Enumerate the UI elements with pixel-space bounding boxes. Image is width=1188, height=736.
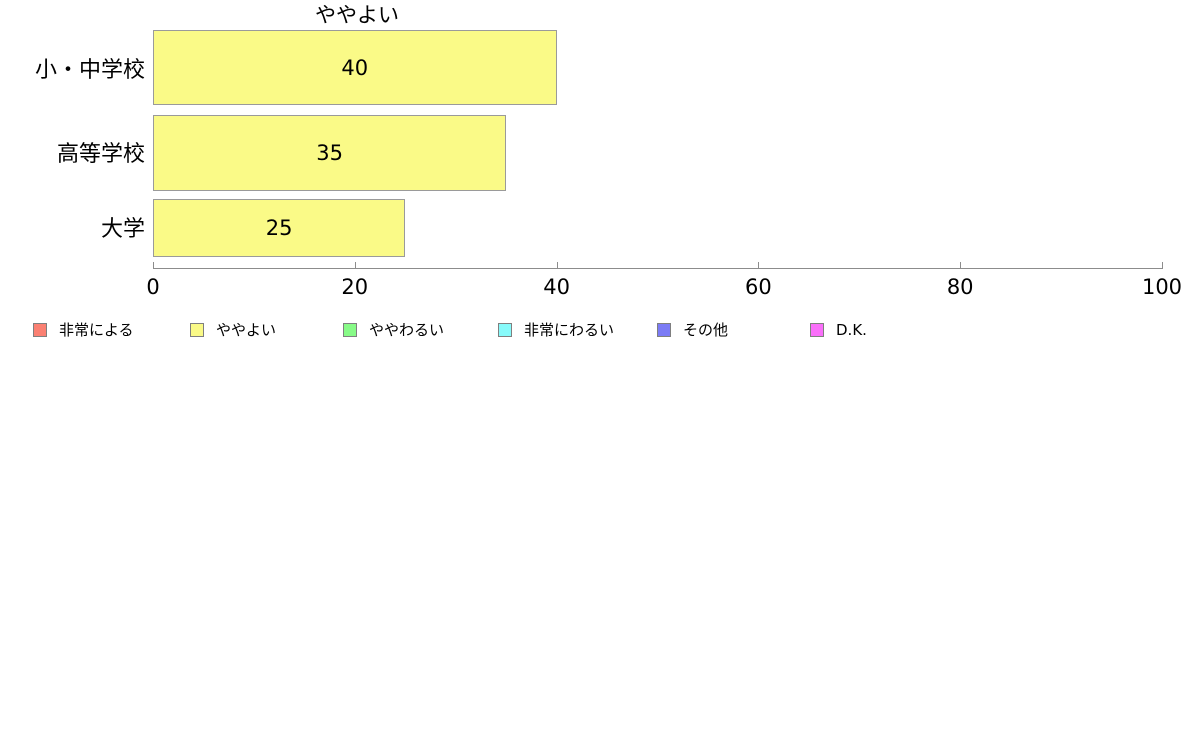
legend-swatch-icon [190,323,204,337]
legend-item-4[interactable]: その他 [657,320,728,340]
legend-swatch-icon [343,323,357,337]
x-axis-tick-label-1: 20 [341,275,369,299]
x-axis-tick-label-5: 100 [1141,275,1183,299]
y-axis-label-0: 小・中学校 [34,58,145,83]
legend-item-label: ややよい [216,321,277,339]
legend-swatch-icon [657,323,671,337]
legend-item-1[interactable]: ややよい [190,320,276,340]
legend-swatch-icon [498,323,512,337]
legend-item-label: ややわるい [369,321,445,339]
x-axis-tick-3 [758,262,760,269]
x-axis-tick-label-4: 80 [946,275,974,299]
legend-item-5[interactable]: D.K. [810,320,867,340]
y-axis-label-1: 高等学校 [56,142,145,167]
legend-item-0[interactable]: 非常による [33,320,134,340]
legend-item-label: 非常による [59,321,134,339]
bar-segment-1[interactable] [153,115,507,191]
bar-segment-2[interactable] [153,199,406,257]
legend-item-label: その他 [683,321,729,339]
x-axis-tick-5 [1162,262,1163,269]
legend-swatch-icon [33,323,47,337]
x-axis-tick-label-0: 0 [146,275,160,299]
legend-item-label: D.K. [836,321,867,339]
x-axis-tick-label-3: 60 [745,275,772,299]
x-axis-tick-1 [354,262,356,269]
x-axis-tick-0 [153,262,154,269]
bar-segment-0[interactable] [153,30,557,105]
x-axis-tick-4 [960,262,962,269]
legend-item-2[interactable]: ややわるい [343,320,444,340]
x-axis-tick-2 [556,262,558,269]
legend-item-label: 非常にわるい [524,321,615,339]
x-axis-tick-label-2: 40 [543,275,570,299]
legend-item-3[interactable]: 非常にわるい [498,320,614,340]
y-axis-label-2: 大学 [100,217,145,242]
legend-swatch-icon [810,323,824,337]
plot-area: 40 35 25 [153,28,1162,268]
chart-legend: 非常による ややよい ややわるい 非常にわるい その他 D.K. [0,320,1188,344]
chart-title: ややよい [315,3,399,27]
x-axis-line [153,268,1162,269]
